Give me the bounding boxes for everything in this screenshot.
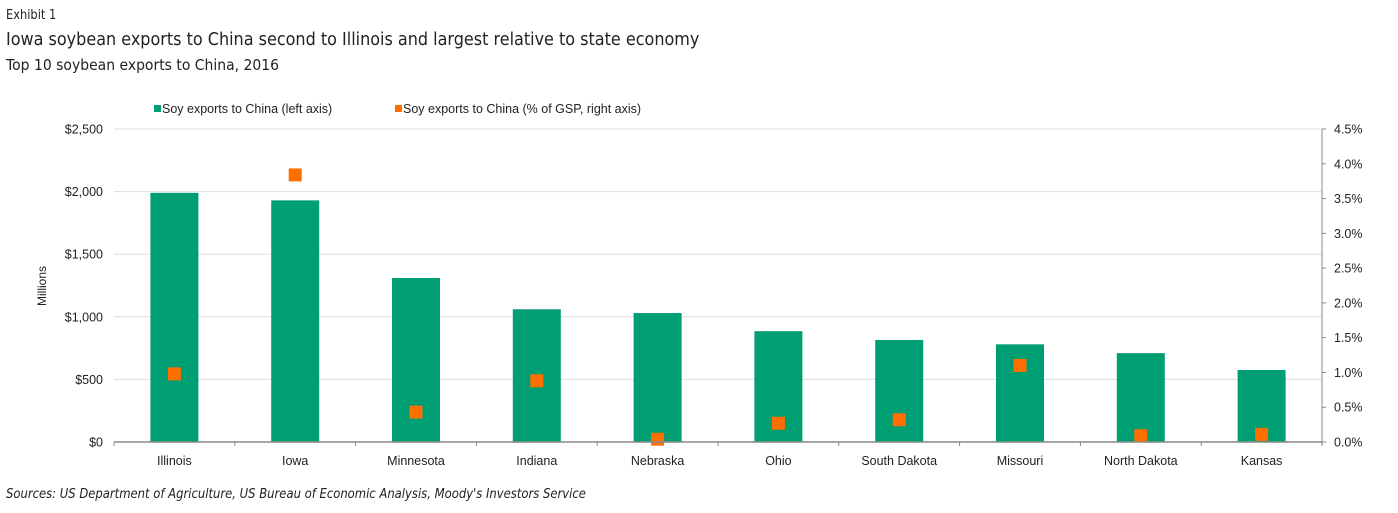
bar-illinois — [150, 192, 199, 442]
y2-tick-label: 3.5% — [1334, 192, 1363, 206]
bar-north-dakota — [1116, 353, 1165, 442]
marker-south-dakota — [892, 413, 906, 427]
legend-label-bar: Soy exports to China (left axis) — [162, 102, 332, 116]
bar-south-dakota — [875, 339, 924, 442]
y-axis-label: Millions — [35, 266, 49, 306]
y-tick-label: $1,500 — [65, 248, 103, 262]
x-tick-label: Ohio — [765, 454, 791, 468]
bar-iowa — [271, 200, 320, 442]
marker-iowa — [288, 168, 302, 182]
x-tick-label: Nebraska — [631, 454, 685, 468]
x-tick-label: Illinois — [157, 454, 192, 468]
markers — [167, 168, 1269, 446]
legend-label-marker: Soy exports to China (% of GSP, right ax… — [403, 102, 641, 116]
exhibit-label: Exhibit 1 — [6, 8, 57, 23]
chart-title: Iowa soybean exports to China second to … — [6, 29, 700, 50]
bar-nebraska — [633, 313, 682, 442]
sources-note: Sources: US Department of Agriculture, U… — [6, 486, 586, 502]
y2-tick-label: 1.5% — [1334, 331, 1363, 345]
bars — [150, 192, 1286, 442]
y2-tick-label: 4.5% — [1334, 123, 1363, 137]
y2-tick-label: 2.0% — [1334, 296, 1363, 310]
marker-kansas — [1255, 427, 1269, 441]
marker-minnesota — [409, 405, 423, 419]
chart-subtitle: Top 10 soybean exports to China, 2016 — [6, 56, 280, 74]
y2-tick-label: 0.5% — [1334, 401, 1363, 415]
marker-ohio — [771, 416, 785, 430]
y-tick-label: $1,000 — [65, 310, 103, 324]
x-tick-label: Indiana — [516, 454, 557, 468]
x-tick-label: Kansas — [1241, 454, 1283, 468]
marker-illinois — [167, 367, 181, 381]
x-tick-label: Iowa — [282, 454, 308, 468]
x-tick-label: Missouri — [997, 454, 1044, 468]
x-tick-label: South Dakota — [861, 454, 937, 468]
marker-north-dakota — [1134, 429, 1148, 443]
x-tick-label: North Dakota — [1104, 454, 1178, 468]
y-tick-label: $2,500 — [65, 123, 103, 137]
y2-tick-label: 3.0% — [1334, 227, 1363, 241]
chart: $0 $500 $1,000 $1,500 $2,000 $2,500 0.0% 0.5% 1.… — [35, 102, 1363, 469]
legend-swatch-marker — [395, 105, 402, 112]
y2-tick-label: 4.0% — [1334, 157, 1363, 171]
y2-tick-label: 1.0% — [1334, 366, 1363, 380]
x-tick-label: Minnesota — [387, 454, 445, 468]
y-tick-label: $2,000 — [65, 185, 103, 199]
marker-missouri — [1013, 358, 1027, 372]
y-tick-label: $500 — [75, 373, 103, 387]
legend-swatch-bar — [154, 105, 161, 112]
y2-tick-label: 2.5% — [1334, 262, 1363, 276]
marker-nebraska — [651, 432, 665, 446]
legend: Soy exports to China (left axis) Soy exp… — [154, 102, 641, 116]
axes: $0 $500 $1,000 $1,500 $2,000 $2,500 0.0% 0.5% 1.… — [65, 123, 1363, 469]
marker-indiana — [530, 374, 544, 388]
y2-tick-label: 0.0% — [1334, 436, 1363, 450]
y-tick-label: $0 — [89, 436, 103, 450]
